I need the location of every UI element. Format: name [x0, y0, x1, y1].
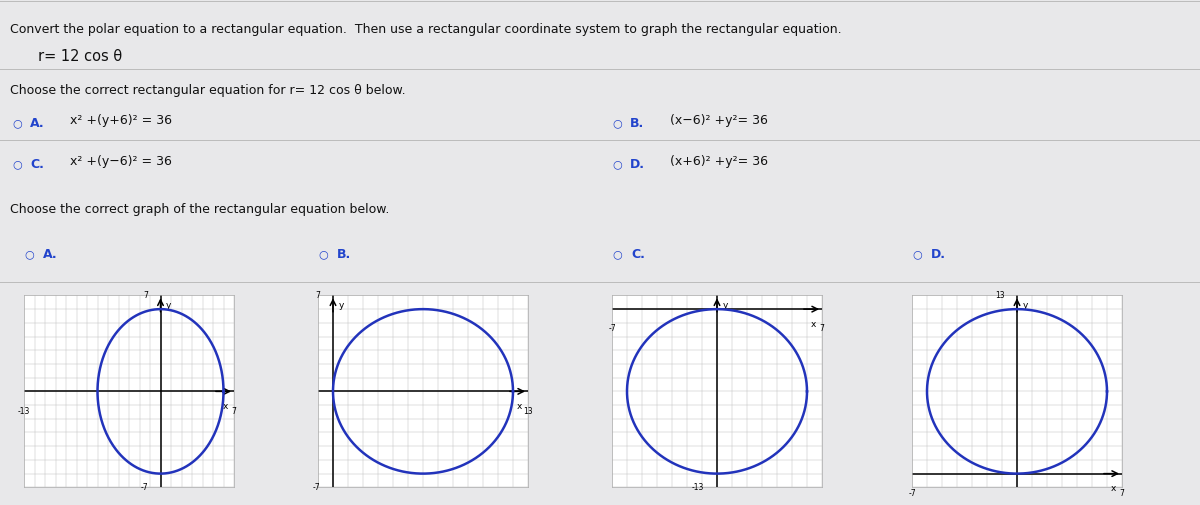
Text: C.: C.	[631, 248, 646, 261]
Text: ○: ○	[318, 249, 328, 260]
Text: 7: 7	[820, 325, 824, 333]
Text: -7: -7	[908, 489, 916, 498]
Text: (x−6)² +y²= 36: (x−6)² +y²= 36	[670, 114, 768, 127]
Text: B.: B.	[630, 117, 644, 129]
Text: x: x	[517, 402, 522, 411]
Text: Choose the correct graph of the rectangular equation below.: Choose the correct graph of the rectangu…	[10, 203, 389, 216]
Text: r= 12 cos θ: r= 12 cos θ	[38, 49, 122, 64]
Text: 7: 7	[232, 407, 236, 416]
Text: x² +(y+6)² = 36: x² +(y+6)² = 36	[70, 114, 172, 127]
Text: C.: C.	[30, 158, 44, 171]
Text: 7: 7	[1120, 489, 1124, 498]
Text: A.: A.	[43, 248, 58, 261]
Text: -13: -13	[18, 407, 30, 416]
Text: y: y	[722, 300, 728, 310]
Text: y: y	[167, 300, 172, 310]
Text: 7: 7	[143, 291, 148, 300]
Text: -7: -7	[608, 325, 616, 333]
Text: 13: 13	[523, 407, 533, 416]
Text: D.: D.	[630, 158, 646, 171]
Text: ○: ○	[12, 159, 22, 169]
Text: y: y	[338, 300, 344, 310]
Text: y: y	[1022, 300, 1028, 310]
Text: B.: B.	[337, 248, 352, 261]
Text: ○: ○	[12, 118, 22, 128]
Text: -13: -13	[692, 483, 704, 492]
Text: -7: -7	[313, 483, 320, 492]
Text: Convert the polar equation to a rectangular equation.  Then use a rectangular co: Convert the polar equation to a rectangu…	[10, 23, 841, 36]
Text: A.: A.	[30, 117, 44, 129]
Text: 13: 13	[995, 291, 1004, 300]
Text: ○: ○	[912, 249, 922, 260]
Text: x: x	[811, 320, 816, 329]
Text: D.: D.	[931, 248, 947, 261]
Text: ○: ○	[24, 249, 34, 260]
Text: x: x	[223, 402, 228, 411]
Text: (x+6)² +y²= 36: (x+6)² +y²= 36	[670, 155, 768, 168]
Text: ○: ○	[612, 118, 622, 128]
Text: -7: -7	[140, 483, 148, 492]
Text: Choose the correct rectangular equation for r= 12 cos θ below.: Choose the correct rectangular equation …	[10, 84, 406, 97]
Text: 7: 7	[316, 291, 320, 300]
Text: ○: ○	[612, 159, 622, 169]
Text: x: x	[1111, 484, 1116, 493]
Text: x² +(y−6)² = 36: x² +(y−6)² = 36	[70, 155, 172, 168]
Text: ○: ○	[612, 249, 622, 260]
